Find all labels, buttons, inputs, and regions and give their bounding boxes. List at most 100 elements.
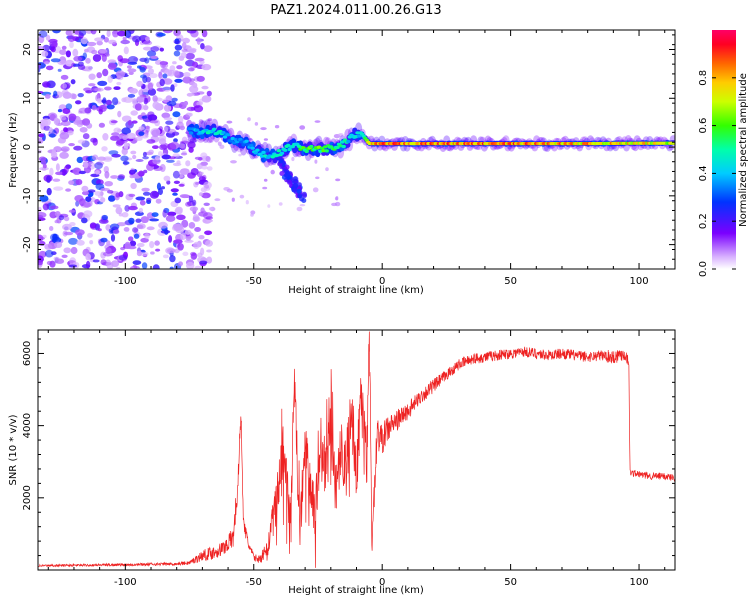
- ridge-cell: [341, 144, 346, 149]
- noise-cell: [85, 260, 91, 269]
- noise-cell: [65, 188, 71, 192]
- x-tick-label: -50: [246, 577, 262, 588]
- noise-cell: [92, 54, 102, 62]
- noise-cell: [96, 40, 103, 46]
- ridge-cell: [296, 188, 302, 194]
- noise-cell: [61, 45, 67, 50]
- noise-cell: [85, 57, 91, 64]
- noise-cell: [38, 212, 47, 218]
- noise-cell: [130, 110, 138, 116]
- noise-cell: [101, 54, 107, 62]
- noise-cell: [104, 171, 110, 179]
- noise-cell: [201, 85, 209, 90]
- noise-cell: [101, 146, 108, 152]
- noise-cell: [263, 178, 268, 182]
- noise-cell: [116, 81, 122, 86]
- noise-cell: [126, 132, 136, 140]
- noise-cell: [111, 132, 120, 137]
- noise-cell: [79, 127, 88, 133]
- noise-cell: [67, 35, 76, 42]
- colorbar-gradient: [712, 30, 736, 269]
- x-tick-label: 100: [629, 276, 648, 287]
- y-tick-label: 0: [22, 144, 33, 150]
- noise-cell: [94, 162, 103, 170]
- noise-cell: [110, 120, 118, 124]
- noise-cell: [61, 254, 68, 258]
- noise-cell: [55, 163, 60, 172]
- noise-cell: [254, 122, 259, 126]
- noise-cell: [201, 63, 212, 71]
- noise-cell: [226, 120, 233, 124]
- noise-cell: [194, 227, 202, 232]
- noise-cell: [239, 194, 245, 199]
- ridge-cell: [238, 137, 243, 142]
- noise-cell: [197, 138, 204, 143]
- noise-cell: [124, 241, 131, 249]
- noise-cell: [91, 105, 97, 111]
- noise-cell: [169, 65, 176, 72]
- noise-cell: [110, 234, 116, 242]
- noise-cell: [146, 197, 152, 203]
- noise-cell: [117, 30, 127, 37]
- noise-cell: [199, 60, 205, 65]
- noise-cell: [68, 180, 75, 186]
- noise-cell: [162, 86, 172, 92]
- ridge-cell: [335, 145, 340, 150]
- noise-cell: [106, 104, 115, 110]
- noise-cell: [166, 159, 175, 163]
- x-tick-label: 50: [504, 276, 517, 287]
- noise-cell: [172, 111, 181, 118]
- noise-cell: [139, 200, 146, 206]
- noise-cell: [173, 138, 178, 143]
- noise-cell: [74, 195, 84, 202]
- noise-cell: [167, 248, 176, 254]
- noise-cell: [161, 154, 171, 160]
- noise-cell: [68, 237, 78, 245]
- noise-cell: [185, 52, 195, 60]
- noise-cell: [147, 82, 154, 91]
- x-tick-label: -100: [114, 276, 137, 287]
- noise-cell: [107, 59, 117, 64]
- noise-cell: [152, 264, 160, 269]
- noise-cell: [270, 169, 275, 175]
- noise-cell: [150, 55, 159, 60]
- noise-cell: [122, 36, 127, 41]
- noise-cell: [57, 137, 66, 144]
- noise-cell: [127, 68, 137, 73]
- noise-cell: [194, 265, 202, 269]
- noise-cell: [198, 157, 203, 161]
- noise-cell: [154, 240, 160, 246]
- noise-cell: [155, 248, 161, 252]
- noise-cell: [60, 120, 71, 127]
- noise-cell: [230, 160, 237, 164]
- noise-cell: [90, 30, 97, 35]
- noise-cell: [41, 50, 49, 57]
- noise-cell: [175, 206, 183, 213]
- noise-cell: [57, 68, 62, 72]
- noise-cell: [60, 74, 69, 80]
- ridge-cell: [250, 146, 255, 150]
- noise-cell: [142, 191, 151, 196]
- noise-cell: [117, 128, 122, 133]
- noise-cell: [296, 206, 303, 212]
- noise-cell: [188, 112, 193, 117]
- ridge-cell: [222, 135, 228, 139]
- noise-cell: [100, 237, 108, 243]
- noise-cell: [106, 240, 111, 247]
- noise-cell: [75, 100, 82, 105]
- noise-cell: [38, 156, 47, 162]
- noise-cell: [172, 170, 180, 179]
- noise-cell: [178, 169, 188, 176]
- noise-cell: [59, 116, 67, 121]
- noise-cell: [100, 197, 106, 203]
- noise-cell: [260, 127, 267, 131]
- noise-cell: [174, 70, 181, 78]
- noise-cell: [123, 96, 134, 103]
- noise-cell: [160, 60, 167, 69]
- noise-cell: [155, 198, 162, 204]
- noise-cell: [128, 71, 134, 76]
- noise-cell: [145, 125, 150, 133]
- noise-cell: [73, 120, 82, 125]
- noise-cell: [135, 159, 144, 162]
- noise-cell: [195, 181, 200, 185]
